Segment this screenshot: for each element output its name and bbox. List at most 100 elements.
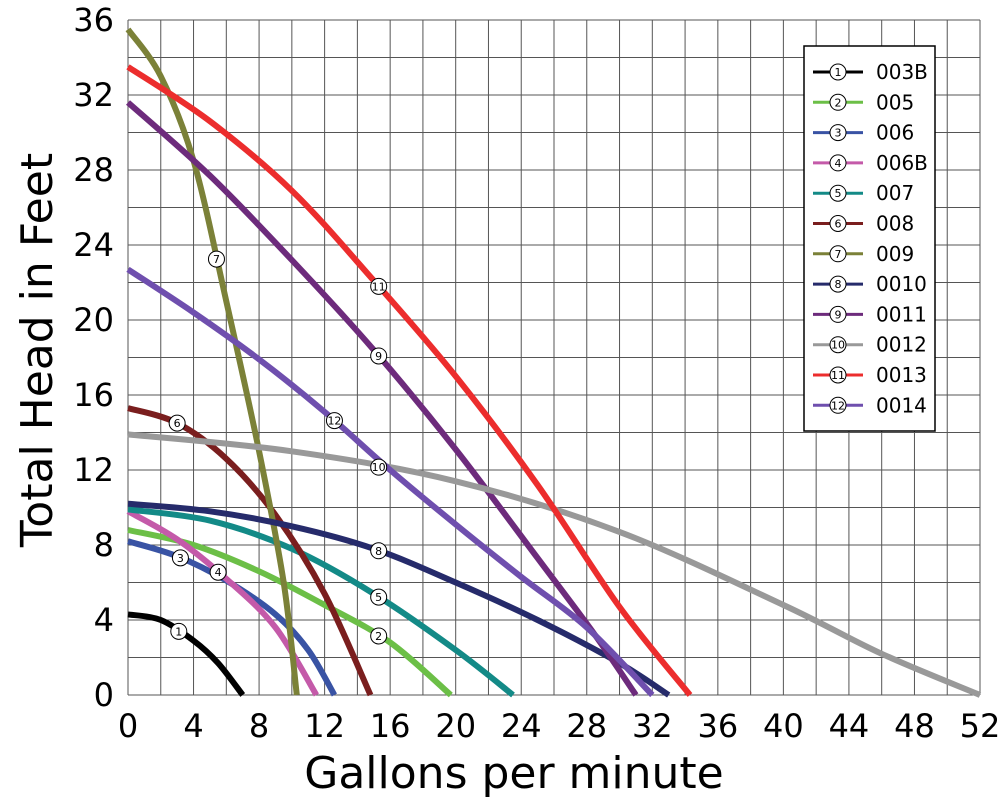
x-tick-label: 0 <box>118 707 138 745</box>
legend-label: 006 <box>876 121 914 145</box>
legend-label: 008 <box>876 212 914 236</box>
legend-entry-006B: 4 006B <box>813 151 928 175</box>
legend-entry-008: 6 008 <box>813 212 914 236</box>
x-tick-label: 52 <box>960 707 1000 745</box>
legend-entry-006: 3 006 <box>813 121 914 145</box>
series-marker-009: 7 <box>207 250 225 268</box>
legend-label: 0011 <box>876 302 927 326</box>
legend-entry-003B: 1 003B <box>813 60 928 84</box>
legend-label: 007 <box>876 181 914 205</box>
series-marker-0011: 9 <box>370 347 388 365</box>
x-tick-label: 4 <box>183 707 203 745</box>
marker-circle <box>207 250 225 268</box>
marker-circle <box>325 412 343 430</box>
marker-label: 1 <box>175 625 182 638</box>
series-marker-0010: 8 <box>370 542 388 560</box>
marker-circle <box>370 588 388 606</box>
series-line-0014 <box>126 266 655 698</box>
series-marker-005: 2 <box>370 627 388 645</box>
y-tick-label: 24 <box>73 226 114 264</box>
series-line-0010 <box>127 500 671 698</box>
legend-marker-circle <box>829 396 847 414</box>
marker-label: 11 <box>372 280 386 293</box>
marker-circle <box>370 347 388 365</box>
legend-marker-label: 9 <box>835 308 842 321</box>
x-tick-label: 40 <box>763 707 804 745</box>
legend-marker-label: 4 <box>835 157 842 170</box>
marker-circle <box>168 414 186 432</box>
y-tick-label: 0 <box>94 676 114 714</box>
marker-circle <box>171 549 189 567</box>
legend-label: 003B <box>876 60 928 84</box>
marker-label: 10 <box>372 461 386 474</box>
x-tick-label: 24 <box>501 707 542 745</box>
legend-box <box>803 45 936 432</box>
legend-marker-circle <box>829 124 847 142</box>
marker-label: 12 <box>327 415 341 428</box>
marker-label: 3 <box>177 552 184 565</box>
series-marker-0014: 12 <box>325 412 343 430</box>
x-axis-title: Gallons per minute <box>304 748 723 799</box>
y-tick-label: 20 <box>73 301 114 339</box>
legend-marker-circle <box>829 215 847 232</box>
x-tick-label: 32 <box>632 707 673 745</box>
legend-marker-circle <box>829 63 847 81</box>
y-tick-label: 36 <box>73 1 114 39</box>
marker-label: 8 <box>375 545 382 558</box>
legend-marker-circle <box>829 336 847 354</box>
marker-circle <box>170 622 188 640</box>
series-line-0013 <box>126 64 693 697</box>
series-marker-003B: 1 <box>170 622 188 640</box>
series-line-009 <box>125 27 300 696</box>
legend-marker-circle <box>829 154 847 172</box>
legend-entry-0013: 11 0013 <box>813 363 927 387</box>
x-tick-label: 12 <box>304 707 345 745</box>
x-tick-label: 44 <box>829 707 870 745</box>
marker-label: 6 <box>174 417 181 430</box>
y-tick-label: 12 <box>73 451 114 489</box>
x-tick-label: 8 <box>249 707 269 745</box>
y-tick-label: 8 <box>94 526 114 564</box>
y-axis-title: Total Head in Feet <box>12 153 63 548</box>
marker-circle <box>370 458 388 476</box>
legend-marker-label: 2 <box>835 96 842 109</box>
marker-circle <box>370 542 388 560</box>
legend-marker-label: 10 <box>831 339 845 352</box>
series-line-0012 <box>127 431 982 698</box>
legend-label: 0013 <box>876 363 927 387</box>
series-marker-0013: 11 <box>370 277 388 295</box>
marker-circle <box>209 563 227 581</box>
legend-marker-circle <box>829 93 847 111</box>
marker-circle <box>370 627 388 645</box>
legend-marker-circle <box>829 366 847 384</box>
marker-label: 7 <box>213 253 220 266</box>
legend-marker-label: 5 <box>835 187 842 200</box>
marker-circle <box>370 277 388 295</box>
series-marker-008: 6 <box>168 414 186 432</box>
legend-marker-circle <box>829 305 847 323</box>
legend-entry-0012: 10 0012 <box>813 333 927 357</box>
series-line-007 <box>127 506 515 698</box>
legend-marker-circle <box>829 275 847 293</box>
y-tick-label: 32 <box>73 76 114 114</box>
y-tick-label: 16 <box>73 376 114 414</box>
x-tick-label: 20 <box>435 707 476 745</box>
marker-label: 9 <box>375 350 382 363</box>
series-marker-006B: 4 <box>209 563 227 581</box>
series-line-003B <box>127 611 246 697</box>
legend-marker-circle <box>829 245 847 263</box>
legend-entry-005: 2 005 <box>813 90 914 114</box>
legend-entry-007: 5 007 <box>813 181 914 205</box>
legend-marker-label: 6 <box>835 218 842 231</box>
x-tick-label: 16 <box>370 707 411 745</box>
series-line-0011 <box>126 100 639 697</box>
legend-marker-label: 11 <box>831 369 845 382</box>
legend-label: 0010 <box>876 272 927 296</box>
marker-label: 2 <box>375 630 382 643</box>
legend-entry-0011: 9 0011 <box>813 302 927 326</box>
series-marker-0012: 10 <box>370 458 388 476</box>
series-marker-007: 5 <box>370 588 388 606</box>
y-tick-label: 4 <box>94 601 114 639</box>
